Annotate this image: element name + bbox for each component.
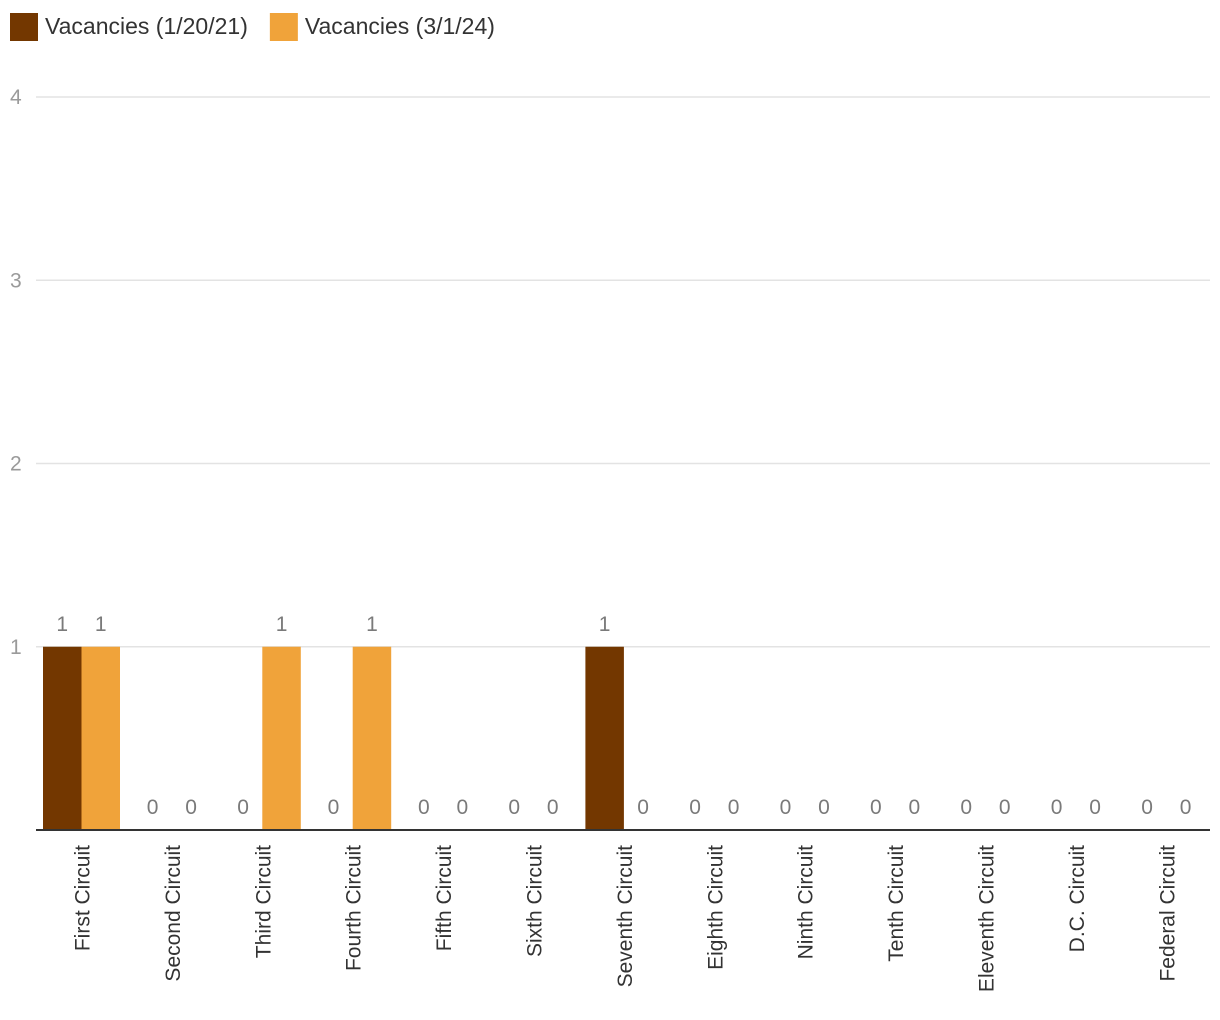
data-label-2-series-1: 0 — [147, 796, 159, 819]
data-labels: 1 1 0 0 0 1 0 1 0 0 0 0 1 0 0 0 0 0 0 0 0 0 0 0 0 0 — [56, 613, 1191, 819]
data-label-11-series-1: 0 — [960, 796, 972, 819]
data-label-5-series-2: 0 — [457, 796, 469, 819]
data-label-3-series-1: 0 — [237, 796, 249, 819]
data-label-5-series-1: 0 — [418, 796, 430, 819]
bar-1-series-1 — [43, 646, 82, 830]
x-tick-label-9: Ninth Circuit — [795, 845, 818, 960]
legend-label-2: Vacancies (3/1/24) — [305, 13, 495, 39]
x-tick-label-8: Eighth Circuit — [704, 845, 727, 970]
x-tick-label-4: Fourth Circuit — [343, 845, 366, 971]
data-label-8-series-1: 0 — [689, 796, 701, 819]
bar-4-series-2 — [352, 646, 392, 830]
data-label-13-series-1: 0 — [1141, 796, 1153, 819]
x-tick-label-1: First Circuit — [72, 845, 95, 951]
data-label-13-series-2: 0 — [1180, 796, 1192, 819]
legend-swatch-2 — [269, 13, 298, 41]
data-label-4-series-1: 0 — [328, 796, 340, 819]
bar-7-series-1 — [585, 646, 624, 830]
data-label-6-series-1: 0 — [508, 796, 520, 819]
data-label-12-series-1: 0 — [1051, 796, 1063, 819]
legend-label-1: Vacancies (1/20/21) — [45, 13, 248, 39]
x-tick-label-11: Eleventh Circuit — [976, 845, 999, 992]
bars — [43, 646, 624, 830]
data-label-6-series-2: 0 — [547, 796, 559, 819]
data-label-1-series-1: 1 — [56, 613, 68, 636]
data-label-2-series-2: 0 — [185, 796, 197, 819]
x-tick-label-2: Second Circuit — [162, 845, 185, 982]
y-tick-label-4: 4 — [10, 86, 22, 109]
y-axis-ticks: 1 2 3 4 — [10, 86, 22, 659]
data-label-9-series-1: 0 — [780, 796, 792, 819]
data-label-10-series-2: 0 — [909, 796, 921, 819]
x-tick-label-7: Seventh Circuit — [614, 845, 637, 988]
y-tick-label-1: 1 — [10, 636, 22, 659]
data-label-7-series-1: 1 — [599, 613, 611, 636]
x-tick-label-13: Federal Circuit — [1156, 845, 1179, 982]
y-tick-label-2: 2 — [10, 453, 22, 476]
x-tick-label-12: D.C. Circuit — [1066, 845, 1089, 953]
data-label-10-series-1: 0 — [870, 796, 882, 819]
data-label-4-series-2: 1 — [366, 613, 378, 636]
gridlines — [36, 96, 1210, 648]
x-tick-label-3: Third Circuit — [252, 845, 275, 958]
legend-swatch-1 — [10, 13, 38, 41]
x-tick-label-5: Fifth Circuit — [433, 845, 456, 951]
data-label-11-series-2: 0 — [999, 796, 1011, 819]
data-label-7-series-2: 0 — [637, 796, 649, 819]
x-tick-label-6: Sixth Circuit — [524, 845, 547, 957]
x-axis-ticks: First Circuit Second Circuit Third Circuit… — [72, 845, 1180, 992]
bar-3-series-2 — [262, 646, 301, 830]
y-tick-label-3: 3 — [10, 269, 22, 292]
data-label-3-series-2: 1 — [276, 613, 288, 636]
data-label-12-series-2: 0 — [1089, 796, 1101, 819]
x-tick-label-10: Tenth Circuit — [885, 845, 908, 962]
data-label-8-series-2: 0 — [728, 796, 740, 819]
data-label-9-series-2: 0 — [818, 796, 830, 819]
data-label-1-series-2: 1 — [95, 613, 107, 636]
legend: Vacancies (1/20/21) Vacancies (3/1/24) — [10, 13, 495, 41]
bar-1-series-2 — [81, 646, 120, 830]
